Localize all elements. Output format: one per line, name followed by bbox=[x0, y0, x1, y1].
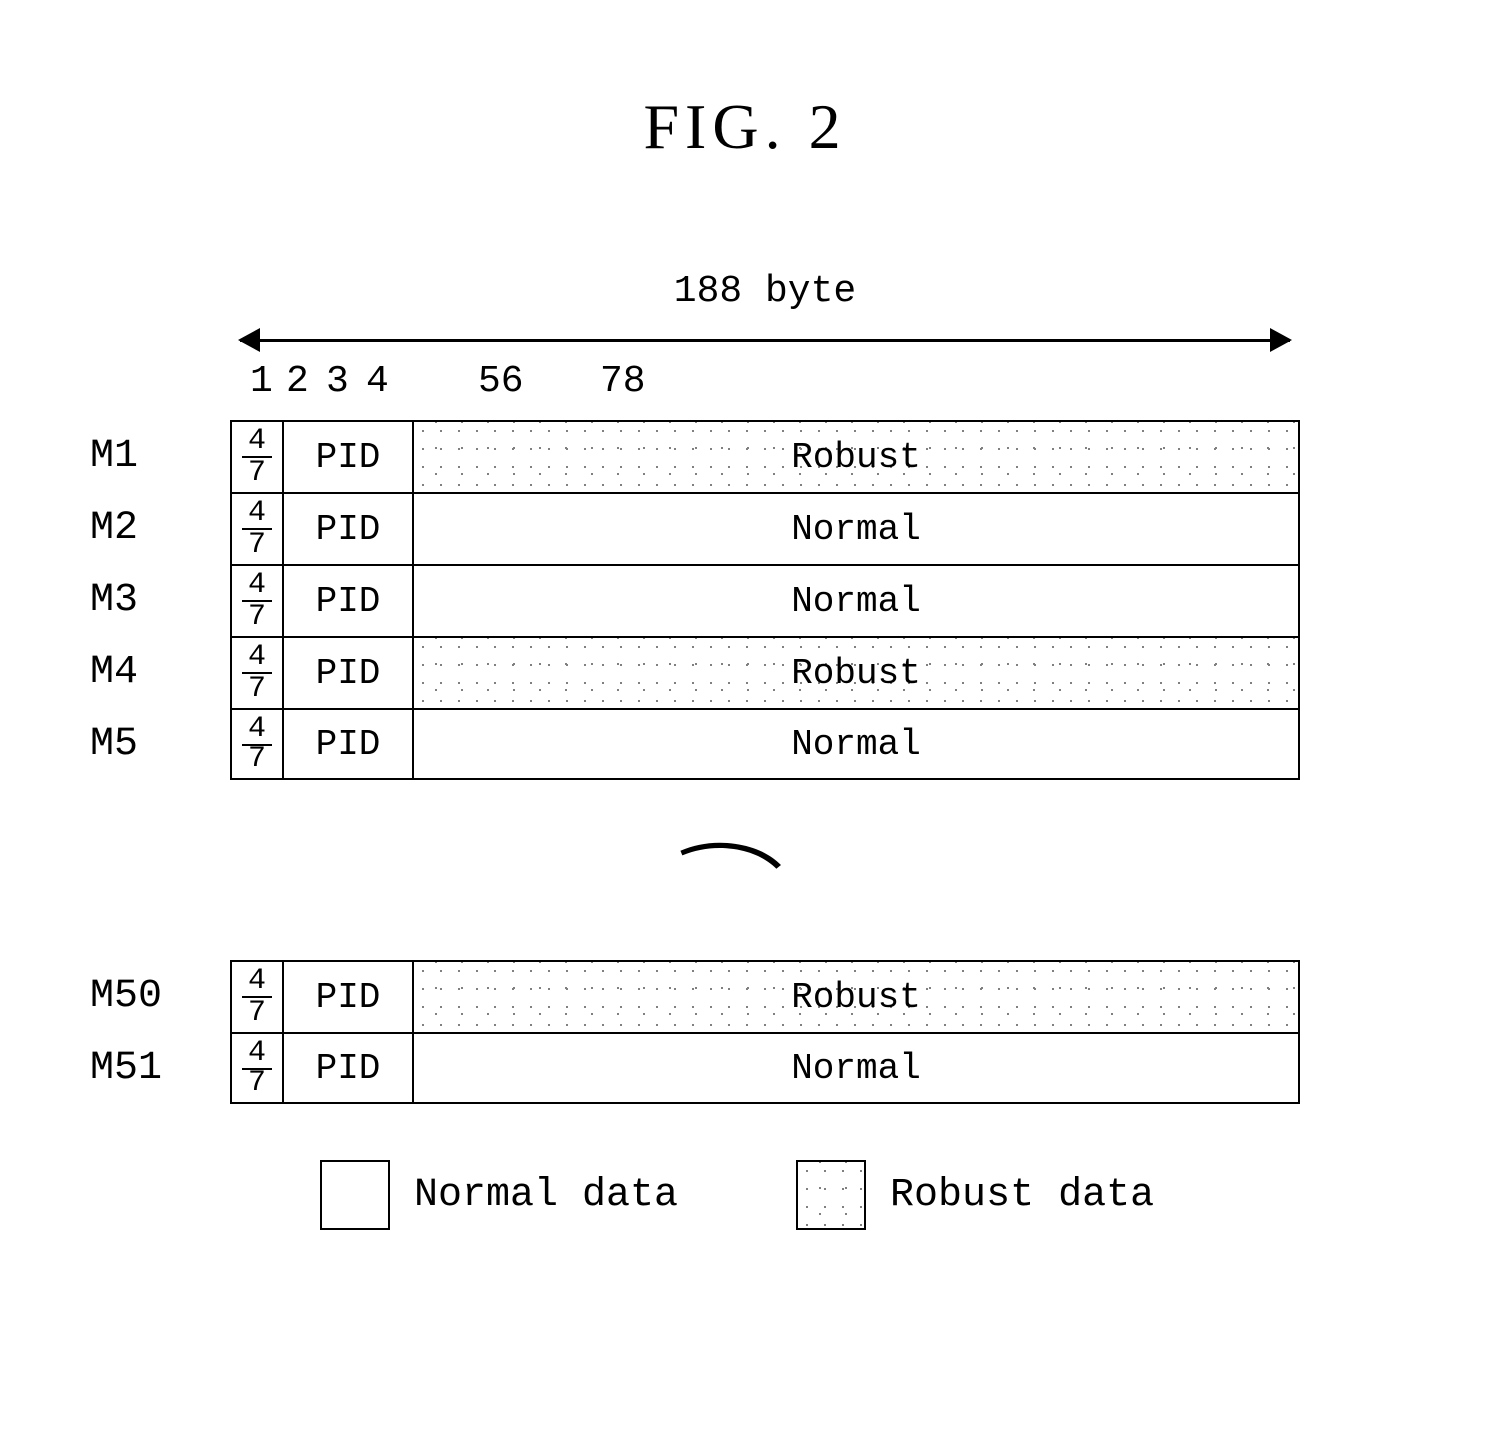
robust-data-cell: Robust bbox=[414, 638, 1298, 708]
packet-row: M1 47PIDRobust bbox=[60, 420, 1300, 492]
row-label: M5 bbox=[90, 722, 210, 767]
continuation-glyph: ⌒ bbox=[657, 814, 795, 932]
legend-swatch-normal bbox=[320, 1160, 390, 1230]
byte-scale-tick: 2 bbox=[286, 360, 309, 403]
packet-row: M4 47PIDRobust bbox=[60, 636, 1300, 708]
pid-cell: PID bbox=[284, 962, 414, 1032]
packet-rows-bottom: M50 47PIDRobust M51 47PIDNormal bbox=[60, 960, 1300, 1104]
legend: Normal data Robust data bbox=[320, 1160, 1154, 1230]
row-cells: 47PIDRobust bbox=[230, 960, 1300, 1032]
figure-2: FIG. 2 188 byte 12345678 M147PIDRobustM2… bbox=[60, 60, 1430, 1390]
row-label: M1 bbox=[90, 434, 210, 479]
packet-rows-top: M147PIDRobustM247PIDNormalM347PIDNormalM… bbox=[60, 420, 1300, 780]
sync-byte-cell: 47 bbox=[232, 962, 284, 1032]
normal-data-cell: Normal bbox=[414, 566, 1298, 636]
byte-scale-tick: 56 bbox=[478, 360, 524, 403]
byte-scale-tick: 1 bbox=[250, 360, 273, 403]
robust-data-cell: Robust bbox=[414, 422, 1298, 492]
legend-swatch-robust bbox=[796, 1160, 866, 1230]
row-label: M50 bbox=[90, 974, 210, 1019]
row-cells: 47PIDNormal bbox=[230, 1032, 1300, 1104]
packet-row: M2 47PIDNormal bbox=[60, 492, 1300, 564]
row-label: M3 bbox=[90, 578, 210, 623]
sync-byte-cell: 47 bbox=[232, 710, 284, 778]
dimension-arrow bbox=[240, 330, 1290, 350]
byte-scale-tick: 3 bbox=[326, 360, 349, 403]
legend-label-robust: Robust data bbox=[890, 1173, 1154, 1218]
pid-cell: PID bbox=[284, 638, 414, 708]
sync-byte-cell: 47 bbox=[232, 566, 284, 636]
sync-byte-cell: 47 bbox=[232, 494, 284, 564]
row-label: M2 bbox=[90, 506, 210, 551]
sync-byte-cell: 47 bbox=[232, 422, 284, 492]
row-cells: 47PIDRobust bbox=[230, 636, 1300, 708]
dimension-label: 188 byte bbox=[230, 270, 1300, 313]
row-label: M4 bbox=[90, 650, 210, 695]
row-cells: 47PIDNormal bbox=[230, 708, 1300, 780]
byte-scale-tick: 78 bbox=[600, 360, 646, 403]
row-cells: 47PIDRobust bbox=[230, 420, 1300, 492]
sync-byte-cell: 47 bbox=[232, 638, 284, 708]
packet-row: M51 47PIDNormal bbox=[60, 1032, 1300, 1104]
figure-title: FIG. 2 bbox=[60, 90, 1430, 164]
packet-row: M50 47PIDRobust bbox=[60, 960, 1300, 1032]
sync-byte-cell: 47 bbox=[232, 1034, 284, 1102]
row-cells: 47PIDNormal bbox=[230, 564, 1300, 636]
normal-data-cell: Normal bbox=[414, 494, 1298, 564]
pid-cell: PID bbox=[284, 422, 414, 492]
packet-row: M3 47PIDNormal bbox=[60, 564, 1300, 636]
pid-cell: PID bbox=[284, 1034, 414, 1102]
packet-row: M5 47PIDNormal bbox=[60, 708, 1300, 780]
normal-data-cell: Normal bbox=[414, 1034, 1298, 1102]
pid-cell: PID bbox=[284, 566, 414, 636]
legend-label-normal: Normal data bbox=[414, 1173, 678, 1218]
normal-data-cell: Normal bbox=[414, 710, 1298, 778]
pid-cell: PID bbox=[284, 494, 414, 564]
robust-data-cell: Robust bbox=[414, 962, 1298, 1032]
row-label: M51 bbox=[90, 1046, 210, 1091]
byte-scale-tick: 4 bbox=[366, 360, 389, 403]
row-cells: 47PIDNormal bbox=[230, 492, 1300, 564]
pid-cell: PID bbox=[284, 710, 414, 778]
